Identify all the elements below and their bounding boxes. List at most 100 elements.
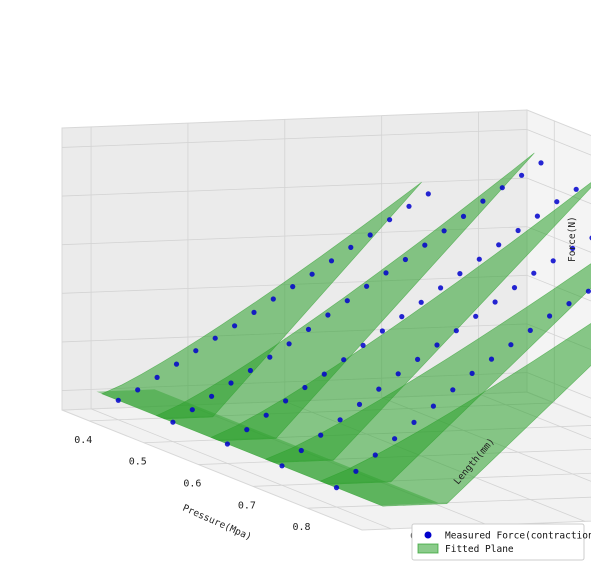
measured-point	[441, 228, 447, 234]
measured-point	[508, 342, 514, 348]
measured-point	[460, 213, 467, 219]
measured-point	[473, 313, 479, 319]
measured-point	[453, 328, 459, 334]
measured-point	[333, 485, 340, 491]
measured-point	[154, 374, 160, 380]
measured-point	[450, 387, 456, 393]
measured-point	[353, 468, 359, 474]
x-tick-label: 0.7	[238, 500, 256, 511]
measured-point	[232, 323, 238, 329]
measured-point	[550, 258, 556, 264]
x-tick-label: 0.4	[74, 435, 92, 446]
measured-point	[499, 185, 505, 191]
measured-points	[115, 160, 591, 491]
measured-point	[434, 342, 440, 348]
measured-point	[387, 217, 393, 223]
legend-entry-measured: Measured Force(contraction)	[445, 531, 591, 542]
measured-point	[337, 417, 343, 423]
measured-point	[309, 271, 315, 277]
measured-point	[527, 327, 533, 333]
measured-point	[469, 370, 475, 376]
measured-point	[115, 397, 121, 403]
measured-point	[585, 288, 591, 294]
measured-point	[534, 213, 541, 219]
legend-marker-measured	[424, 531, 432, 539]
measured-point	[290, 284, 296, 290]
z-axis-label: Force(N)	[567, 216, 578, 262]
measured-point	[173, 361, 180, 367]
measured-point	[302, 384, 308, 391]
measured-point	[511, 285, 518, 291]
measured-point	[480, 198, 486, 204]
x-tick-label: 0.6	[183, 479, 201, 490]
measured-point	[209, 393, 215, 399]
measured-point	[318, 432, 324, 438]
measured-point	[406, 203, 412, 209]
x-tick-label: 0.5	[129, 457, 147, 468]
measured-point	[496, 242, 502, 248]
measured-point	[399, 314, 405, 320]
legend: Measured Force(contraction) Fitted Plane	[411, 523, 591, 561]
measured-point	[566, 301, 572, 307]
surface-floor	[96, 389, 439, 506]
measured-point	[476, 256, 482, 262]
measured-point	[570, 245, 576, 251]
measured-point	[376, 386, 382, 392]
measured-point	[270, 296, 276, 302]
measured-point	[247, 367, 253, 374]
measured-point	[228, 380, 234, 386]
measured-point	[298, 447, 304, 454]
measured-point	[519, 172, 525, 178]
measured-point	[457, 271, 463, 277]
surface-sheet	[319, 323, 591, 507]
measured-point	[189, 407, 195, 413]
measured-point	[251, 309, 257, 315]
measured-point	[356, 401, 363, 407]
measured-point	[286, 341, 292, 347]
measured-point	[224, 441, 230, 447]
measured-point	[422, 242, 428, 248]
measured-point	[438, 285, 444, 291]
measured-point	[267, 354, 273, 360]
measured-point	[344, 298, 350, 304]
measured-point	[554, 199, 560, 205]
measured-point	[212, 335, 218, 341]
measured-point	[430, 403, 436, 409]
grid-line-z	[526, 226, 591, 253]
grid-line-z	[61, 177, 528, 197]
measured-point	[325, 312, 331, 318]
measured-point	[425, 191, 431, 197]
measured-point	[573, 186, 579, 192]
measured-point	[411, 419, 417, 425]
measured-point	[547, 313, 553, 319]
measured-point	[135, 387, 141, 393]
measured-point	[395, 371, 401, 377]
measured-point	[515, 227, 521, 234]
measured-point	[531, 270, 537, 276]
measured-point	[341, 357, 347, 363]
measured-point	[170, 419, 176, 425]
measured-point	[488, 356, 495, 362]
measured-point	[538, 160, 544, 166]
measured-point	[283, 398, 289, 404]
measured-point	[328, 258, 335, 264]
measured-point	[279, 463, 285, 469]
grid-line-y	[90, 408, 392, 530]
legend-marker-fitted	[417, 543, 439, 554]
measured-point	[360, 342, 366, 348]
measured-point	[367, 232, 373, 238]
grid-line-z	[61, 129, 528, 148]
measured-point	[348, 244, 354, 250]
measured-point	[383, 270, 389, 276]
grid-line-z	[526, 372, 591, 399]
measured-point	[402, 256, 408, 263]
x-tick-label: 0.8	[292, 522, 310, 533]
measured-point	[492, 299, 498, 305]
measured-point	[392, 436, 398, 442]
measured-point	[263, 412, 269, 418]
grid-line-z	[526, 129, 591, 156]
measured-point	[379, 328, 385, 334]
measured-point	[418, 299, 424, 305]
measured-point	[372, 452, 378, 458]
